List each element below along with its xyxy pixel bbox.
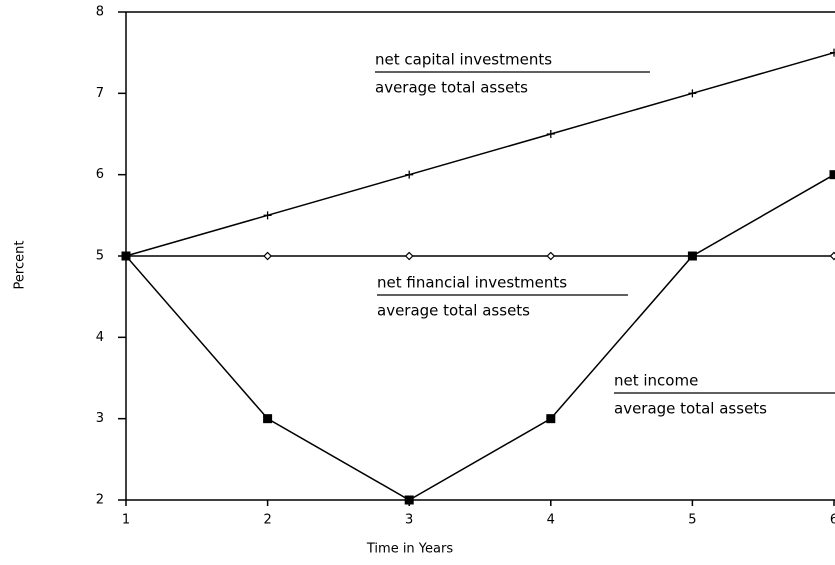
marker xyxy=(263,211,272,220)
y-axis-label: Percent xyxy=(13,241,28,290)
marker xyxy=(405,170,414,179)
legend-denominator: average total assets xyxy=(375,79,528,97)
marker xyxy=(546,130,555,138)
legend-numerator: net income xyxy=(614,372,698,390)
legend-numerator: net financial investments xyxy=(377,274,567,292)
marker xyxy=(829,170,835,180)
marker xyxy=(546,251,556,261)
marker xyxy=(263,414,273,424)
marker xyxy=(830,48,835,57)
legend-denominator: average total assets xyxy=(614,400,767,418)
x-axis-label: Time in Years xyxy=(366,542,453,557)
marker xyxy=(546,414,556,424)
marker xyxy=(829,251,835,261)
x-tick-label: 2 xyxy=(263,513,271,528)
x-tick-label: 1 xyxy=(122,513,130,528)
marker xyxy=(121,251,131,261)
x-tick-label: 5 xyxy=(688,513,696,528)
x-tick-label: 4 xyxy=(547,513,555,528)
marker xyxy=(404,251,414,261)
marker xyxy=(263,251,272,261)
series-line xyxy=(125,174,835,501)
y-tick-label: 4 xyxy=(96,330,104,345)
marker xyxy=(404,495,414,505)
marker xyxy=(688,89,697,98)
legend-numerator: net capital investments xyxy=(375,51,552,69)
y-tick-label: 7 xyxy=(96,86,104,101)
y-tick-label: 5 xyxy=(96,249,104,264)
y-tick-label: 2 xyxy=(96,493,104,508)
marker xyxy=(687,251,697,261)
y-tick-label: 6 xyxy=(96,167,104,182)
y-tick-label: 8 xyxy=(96,5,104,20)
x-tick-label: 3 xyxy=(405,513,413,528)
x-tick-label: 6 xyxy=(830,513,835,528)
y-tick-label: 3 xyxy=(96,411,104,426)
series-line xyxy=(125,51,835,257)
legend-denominator: average total assets xyxy=(377,302,530,320)
